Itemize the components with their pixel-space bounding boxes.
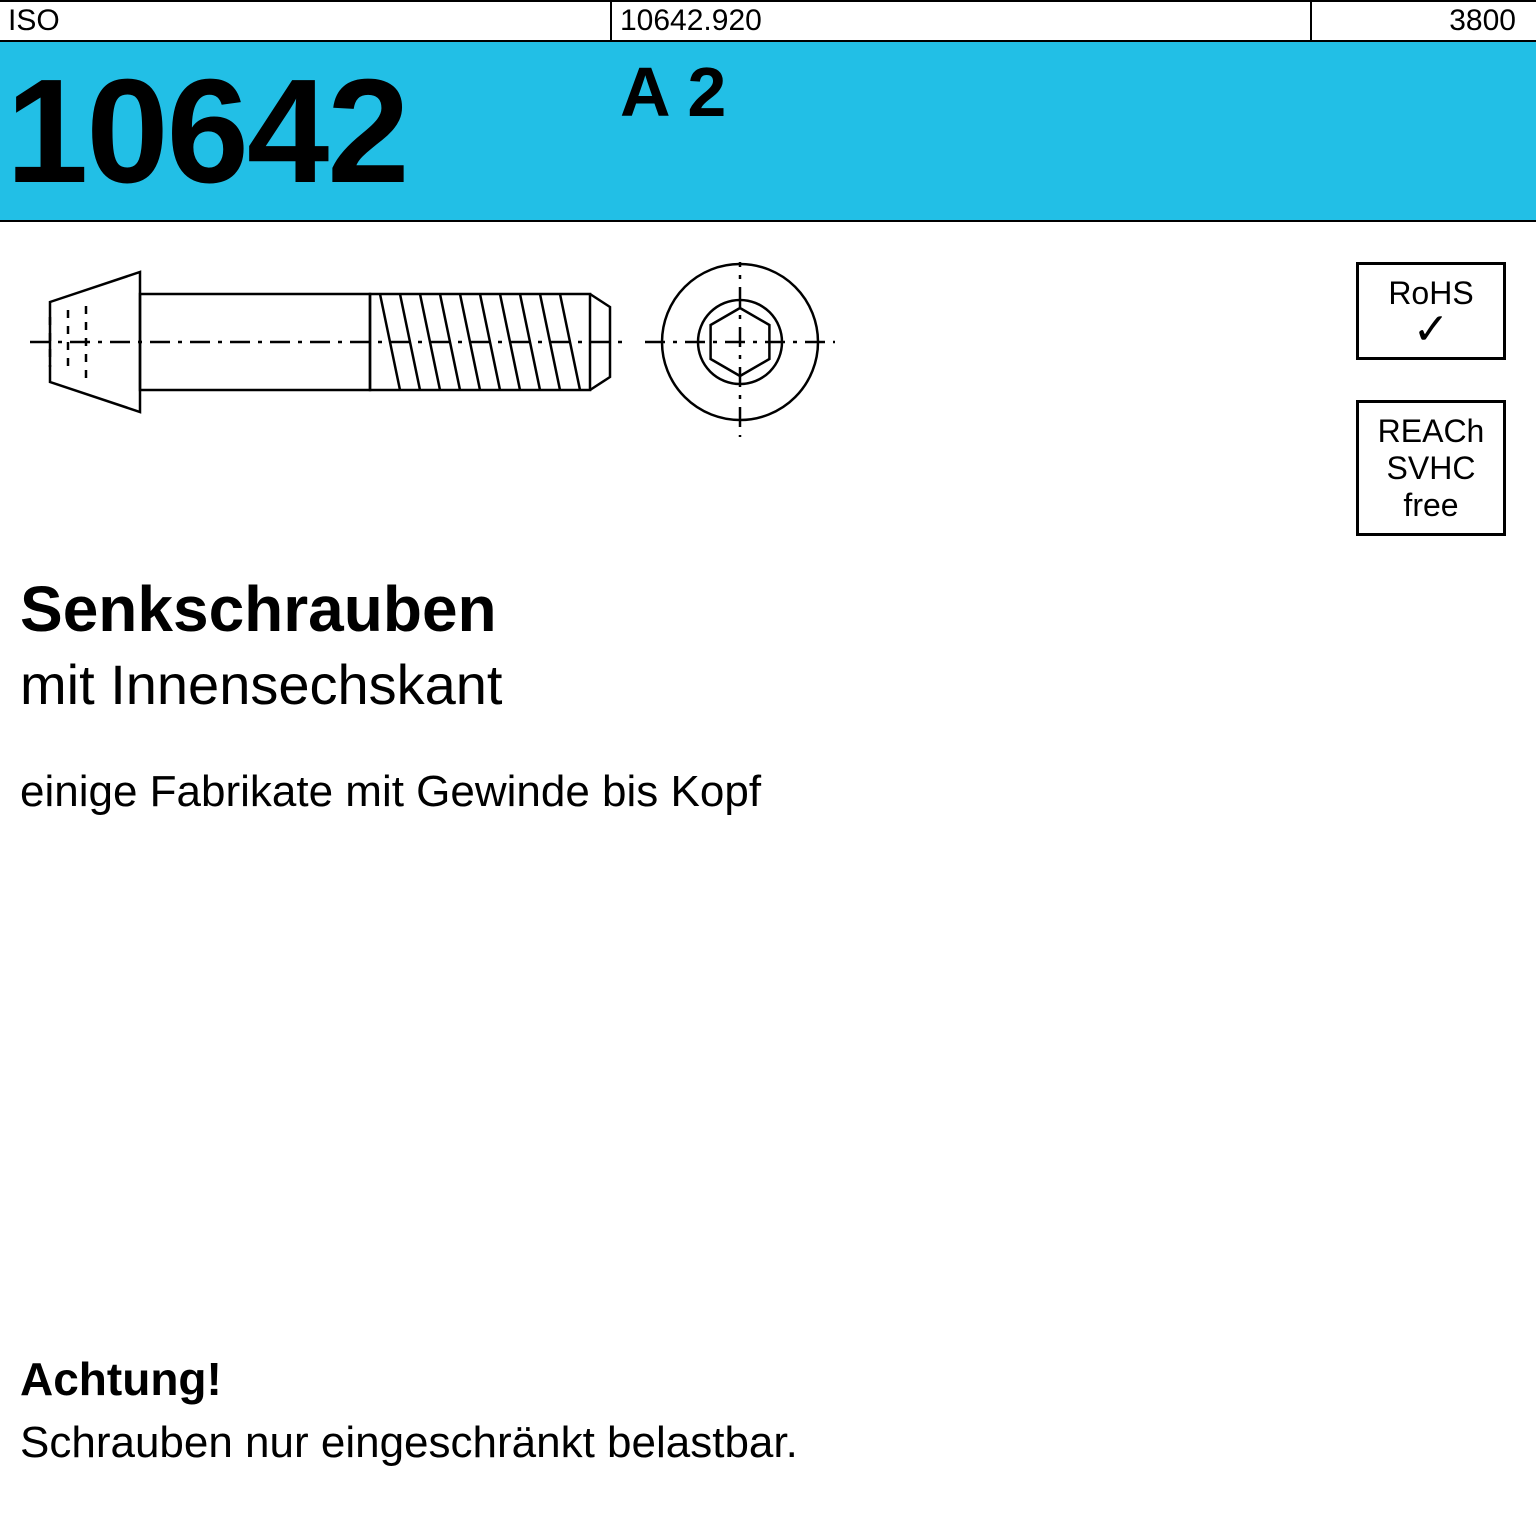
header-left: ISO	[0, 2, 612, 40]
color-band: 10642 A 2	[0, 42, 1536, 222]
product-title-1: Senkschrauben	[20, 572, 761, 646]
product-subtitle: einige Fabrikate mit Gewinde bis Kopf	[20, 767, 761, 817]
reach-line3: free	[1359, 487, 1503, 524]
rohs-check-icon: ✓	[1359, 312, 1503, 347]
header-row: ISO 10642.920 3800	[0, 0, 1536, 42]
reach-line1: REACh	[1359, 413, 1503, 450]
product-title-2: mit Innensechskant	[20, 652, 761, 717]
header-mid: 10642.920	[612, 2, 1312, 40]
reach-line2: SVHC	[1359, 450, 1503, 487]
compliance-badges: RoHS ✓ REACh SVHC free	[1356, 262, 1506, 536]
rohs-badge: RoHS ✓	[1356, 262, 1506, 360]
material-code: A 2	[612, 42, 1536, 220]
description-block: Senkschrauben mit Innensechskant einige …	[20, 572, 761, 817]
warning-block: Achtung! Schrauben nur eingeschränkt bel…	[20, 1352, 798, 1468]
warning-heading: Achtung!	[20, 1352, 798, 1406]
standard-number: 10642	[0, 42, 612, 220]
warning-text: Schrauben nur eingeschränkt belastbar.	[20, 1418, 798, 1468]
screw-drawing	[20, 262, 840, 482]
reach-badge: REACh SVHC free	[1356, 400, 1506, 536]
header-right: 3800	[1312, 2, 1536, 40]
